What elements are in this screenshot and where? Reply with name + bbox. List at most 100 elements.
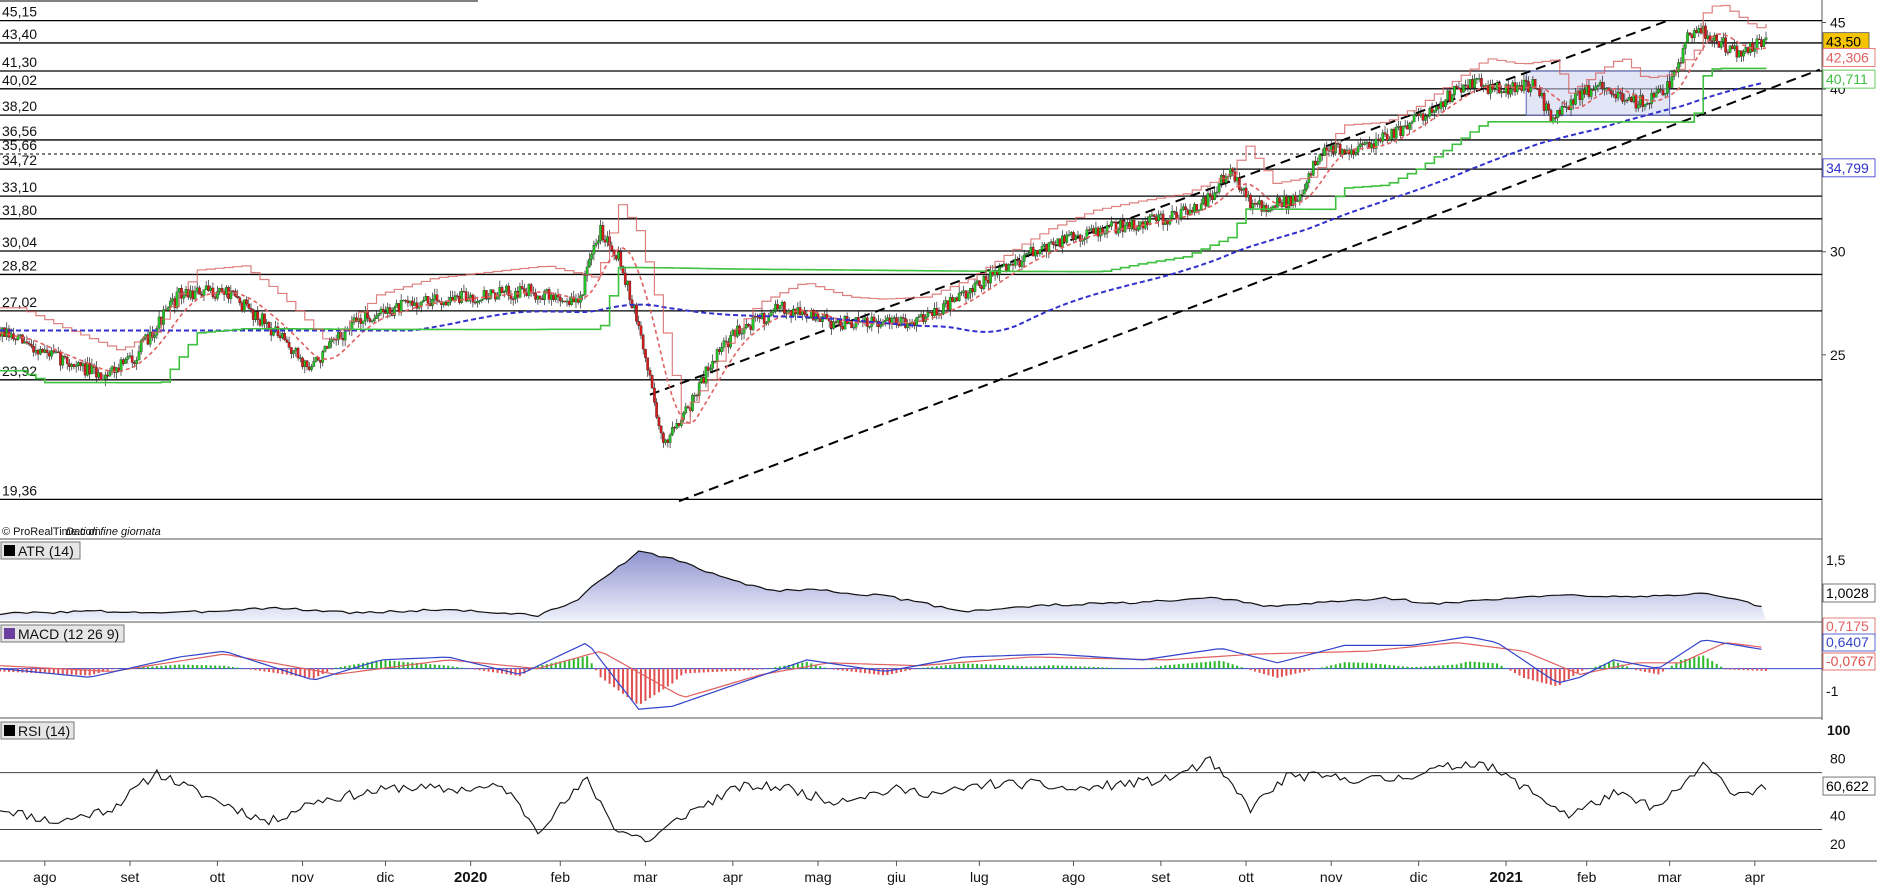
candle-body <box>30 344 33 347</box>
candle-body <box>1065 234 1069 243</box>
candle-body <box>1538 88 1541 97</box>
candle-body <box>471 294 475 303</box>
time-axis-label: 2021 <box>1489 869 1522 886</box>
candle-body <box>641 335 645 350</box>
candle-body <box>666 439 670 443</box>
macd-histogram-bar <box>1227 662 1230 669</box>
candle-body <box>56 351 60 353</box>
candle-body <box>399 300 403 312</box>
candle-body <box>865 317 869 327</box>
candle-body <box>507 285 511 296</box>
macd-histogram-bar <box>1110 667 1113 669</box>
candle-body <box>1231 168 1234 172</box>
macd-histogram-bar <box>962 663 965 669</box>
macd-value: -0,0767 <box>1826 653 1874 669</box>
price-axis-label: 30 <box>1830 244 1846 260</box>
candle-body <box>408 300 412 304</box>
candle-body <box>1276 197 1279 208</box>
candle-body <box>1114 222 1118 234</box>
candle-body <box>1735 45 1739 58</box>
macd-histogram-bar <box>1352 662 1355 669</box>
candle-body <box>3 327 6 337</box>
candle-body <box>341 338 345 341</box>
candle-body <box>1235 177 1239 182</box>
candle-body <box>292 350 295 354</box>
macd-histogram-bar <box>492 668 495 673</box>
macd-histogram-bar <box>267 668 270 673</box>
candle-body <box>99 372 103 381</box>
candle-body <box>1681 48 1685 63</box>
macd-histogram-bar <box>411 662 414 669</box>
candle-body <box>1172 211 1176 213</box>
rsi-badge <box>1822 776 1876 796</box>
candle-body <box>323 346 327 352</box>
candle-body <box>738 325 741 335</box>
macd-histogram-bar <box>716 668 719 672</box>
macd-histogram-bar <box>1451 664 1454 669</box>
macd-histogram-bar <box>1003 665 1006 669</box>
candle-body <box>90 364 94 375</box>
macd-histogram-bar <box>442 665 445 669</box>
macd-histogram-bar <box>1679 659 1682 669</box>
candle-body <box>1553 117 1557 119</box>
candle-body <box>1184 206 1187 211</box>
macd-histogram-bar <box>1706 658 1709 669</box>
candle-body <box>263 313 266 324</box>
candle-body <box>1220 175 1223 184</box>
macd-histogram-bar <box>1339 663 1342 669</box>
macd-histogram-bar <box>536 665 539 669</box>
candle-body <box>832 321 836 329</box>
indicator-badge <box>1822 158 1876 178</box>
macd-histogram-bar <box>34 668 37 674</box>
candle-body <box>393 307 396 316</box>
macd-histogram-bar <box>1056 665 1059 669</box>
rsi-title-box <box>0 721 75 740</box>
candle-body <box>543 290 546 300</box>
atr-axis-label: 1,5 <box>1826 552 1846 568</box>
macd-histogram-bar <box>890 668 893 675</box>
candle-body <box>722 340 726 348</box>
macd-histogram-bar <box>823 667 826 669</box>
macd-histogram-bar <box>232 666 235 669</box>
candle-body <box>321 351 325 363</box>
candle-body <box>1056 238 1060 246</box>
atr-panel: ATR (14) 1,5 1,0028 <box>0 541 1876 620</box>
macd-histogram-bar <box>1388 664 1391 669</box>
candle-body <box>1522 79 1526 91</box>
candle-body <box>1724 37 1728 53</box>
candle-body <box>370 320 374 323</box>
candle-body <box>563 300 567 303</box>
macd-histogram-bar <box>904 668 907 672</box>
candle-body <box>1278 197 1282 203</box>
macd-histogram-bar <box>859 668 862 673</box>
macd-histogram-bar <box>1303 668 1306 672</box>
candle-body <box>1533 79 1537 89</box>
macd-histogram-bar <box>1370 663 1373 669</box>
candle-body <box>1237 177 1241 190</box>
macd-histogram-bar <box>1043 665 1046 669</box>
macd-histogram-bar <box>1379 664 1382 669</box>
macd-histogram-bar <box>1195 662 1198 669</box>
macd-histogram-bar <box>1047 665 1050 669</box>
time-axis-label: apr <box>723 869 744 885</box>
macd-histogram-bar <box>873 668 876 675</box>
candle-body <box>1157 214 1161 222</box>
candle-body <box>146 334 150 345</box>
candle-body <box>1450 94 1454 103</box>
candle-body <box>1193 204 1196 213</box>
candle-body <box>1282 196 1286 208</box>
candle-body <box>498 287 502 297</box>
candle-body <box>1641 95 1645 107</box>
macd-histogram-bar <box>66 668 69 675</box>
candle-body <box>1242 187 1246 190</box>
macd-histogram-bar <box>1280 668 1283 677</box>
candle-body <box>1719 41 1723 48</box>
candle-body <box>765 321 768 324</box>
candle-body <box>133 362 136 364</box>
macd-histogram-bar <box>348 665 351 669</box>
macd-histogram-bar <box>214 665 217 669</box>
candle-body <box>969 288 972 294</box>
macd-histogram-bar <box>393 661 396 669</box>
candle-body <box>1367 142 1371 148</box>
candle-body <box>1502 91 1506 93</box>
